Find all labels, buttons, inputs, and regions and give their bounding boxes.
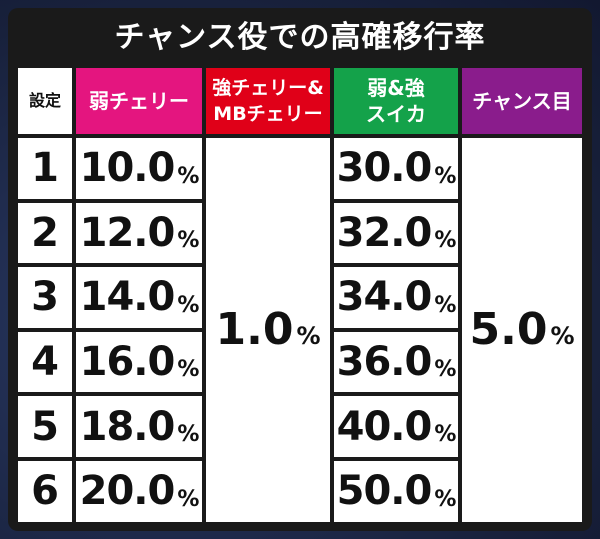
setting-cell: 2 (16, 200, 74, 266)
setting-cell: 3 (16, 265, 74, 330)
value: 20.0 (79, 468, 176, 515)
header-watermelon: 弱&強 スイカ (332, 66, 460, 136)
watermelon-cell: 32.0% (332, 200, 460, 266)
percent-sign: % (177, 292, 199, 318)
watermelon-cell: 50.0% (332, 458, 460, 524)
setting-cell: 1 (16, 136, 74, 201)
header-chance-eye: チャンス目 (460, 66, 584, 136)
percent-sign: % (177, 357, 199, 383)
watermelon-cell: 34.0% (332, 265, 460, 330)
setting-cell: 5 (16, 394, 74, 459)
value: 10.0 (79, 145, 176, 192)
percent-sign: % (434, 163, 456, 189)
value: 36.0 (336, 339, 433, 386)
value: 18.0 (79, 403, 176, 450)
header-strong-cherry: 強チェリー& MBチェリー (204, 66, 332, 136)
percent-sign: % (177, 163, 199, 189)
weak-cherry-cell: 12.0% (74, 200, 204, 266)
percent-sign: % (434, 228, 456, 254)
weak-cherry-cell: 10.0% (74, 136, 204, 201)
percent-sign: % (296, 321, 321, 350)
page-title: チャンス役での高確移行率 (114, 20, 486, 55)
value: 40.0 (336, 403, 433, 450)
value: 34.0 (336, 274, 433, 321)
strong-cherry-cell: 1.0% (204, 136, 332, 524)
value: 1.0 (215, 304, 294, 356)
table-frame: チャンス役での高確移行率 設定 弱チェリー 強チェリー& MBチェリー 弱&強 … (8, 8, 592, 531)
percent-sign: % (434, 421, 456, 447)
watermelon-cell: 40.0% (332, 394, 460, 459)
weak-cherry-cell: 18.0% (74, 394, 204, 459)
weak-cherry-cell: 20.0% (74, 458, 204, 524)
percent-sign: % (434, 292, 456, 318)
value: 32.0 (336, 209, 433, 256)
value: 30.0 (336, 145, 433, 192)
percent-sign: % (434, 486, 456, 512)
weak-cherry-cell: 16.0% (74, 329, 204, 395)
setting-cell: 6 (16, 458, 74, 524)
watermelon-cell: 30.0% (332, 136, 460, 201)
header-weak-cherry: 弱チェリー (74, 66, 204, 136)
percent-sign: % (550, 321, 575, 350)
setting-cell: 4 (16, 329, 74, 395)
watermelon-cell: 36.0% (332, 329, 460, 395)
percent-sign: % (177, 421, 199, 447)
percent-sign: % (177, 486, 199, 512)
rate-table: 設定 弱チェリー 強チェリー& MBチェリー 弱&強 スイカ チャンス目 1 1… (16, 66, 584, 524)
value: 16.0 (79, 339, 176, 386)
percent-sign: % (177, 228, 199, 254)
value: 12.0 (79, 209, 176, 256)
weak-cherry-cell: 14.0% (74, 265, 204, 330)
value: 50.0 (336, 468, 433, 515)
chance-eye-cell: 5.0% (460, 136, 584, 524)
header-setting: 設定 (16, 66, 74, 136)
value: 5.0 (469, 304, 548, 356)
value: 14.0 (79, 274, 176, 321)
percent-sign: % (434, 357, 456, 383)
